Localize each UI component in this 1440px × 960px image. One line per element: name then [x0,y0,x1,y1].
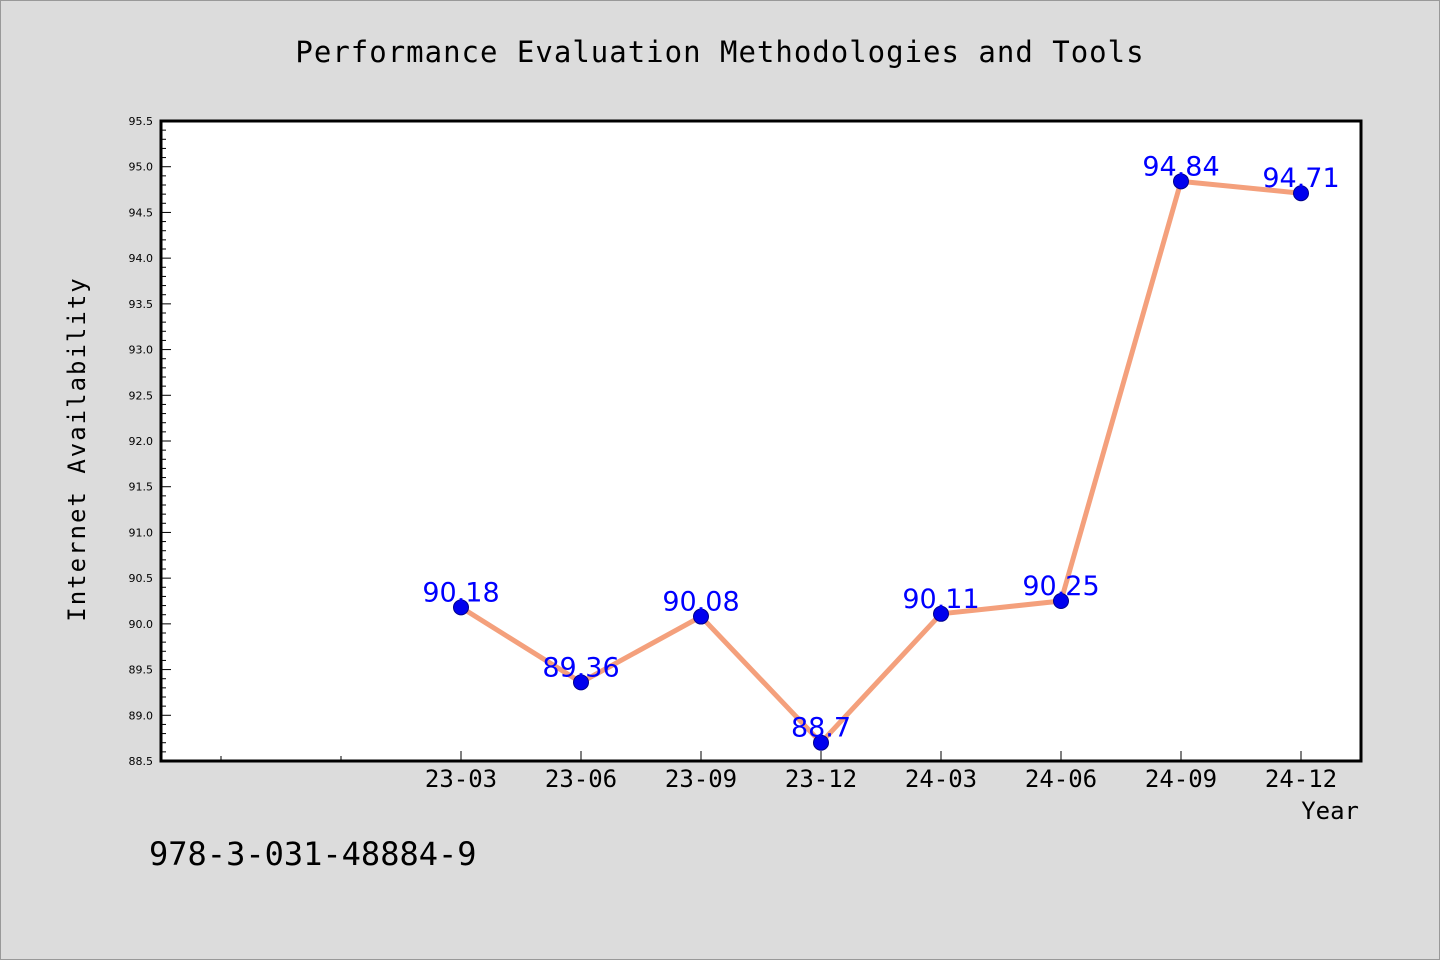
x-tick-label: 24-09 [1145,765,1217,793]
data-label: 94.71 [1262,163,1339,194]
data-point [453,599,469,616]
x-tick-label: 24-03 [905,765,977,793]
x-tick-label: 23-06 [545,765,617,793]
data-label: 90.18 [422,577,499,608]
plot-area [161,121,1361,761]
data-point [1173,173,1189,190]
x-tick-label: 23-12 [785,765,857,793]
data-label: 90.08 [662,587,739,618]
data-label: 88.7 [791,713,851,744]
data-label: 94.84 [1142,151,1219,182]
y-tick-label: 90.0 [129,618,154,631]
data-point [813,734,829,751]
y-tick-label: 91.0 [129,526,154,539]
data-point [933,605,949,622]
data-point [693,608,709,625]
plot-frame [159,119,1363,763]
y-tick-label: 95.0 [129,161,154,174]
axis-ticks: 88.5 89.0 89.5 90.0 90.5 91.0 91.5 92.0 92.5 93.0… [129,115,1338,793]
x-tick-label: 24-12 [1265,765,1337,793]
data-labels: 90.18 89.36 90.08 88.7 90.11 90.25 94.84 94.71 [422,151,1339,743]
data-point [1293,185,1309,202]
x-tick-label: 23-03 [425,765,497,793]
y-tick-label: 91.5 [129,481,154,494]
y-axis-label: Internet Availability [63,276,91,622]
isbn-footnote: 978-3-031-48884-9 [149,835,477,873]
series-layer [453,173,1309,751]
x-tick-label: 23-09 [665,765,737,793]
y-tick-label: 89.0 [129,709,154,722]
y-tick-label: 92.5 [129,389,154,402]
y-tick-label: 95.5 [129,115,154,128]
y-tick-label: 93.5 [129,298,154,311]
y-tick-label: 90.5 [129,572,154,585]
data-point [573,674,589,691]
x-axis-label: Year [1301,797,1359,825]
chart-title: Performance Evaluation Methodologies and… [295,35,1145,69]
series-line [458,178,1304,746]
data-label: 90.25 [1022,571,1099,602]
data-label: 89.36 [542,652,619,683]
y-tick-label: 94.0 [129,252,154,265]
data-label: 90.11 [902,584,979,615]
y-tick-label: 88.5 [129,755,154,768]
data-point [1053,593,1069,609]
x-tick-label: 24-06 [1025,765,1097,793]
y-tick-label: 89.5 [129,664,154,677]
y-tick-label: 93.0 [129,344,154,357]
y-tick-label: 94.5 [129,206,154,219]
y-tick-label: 92.0 [129,435,154,448]
